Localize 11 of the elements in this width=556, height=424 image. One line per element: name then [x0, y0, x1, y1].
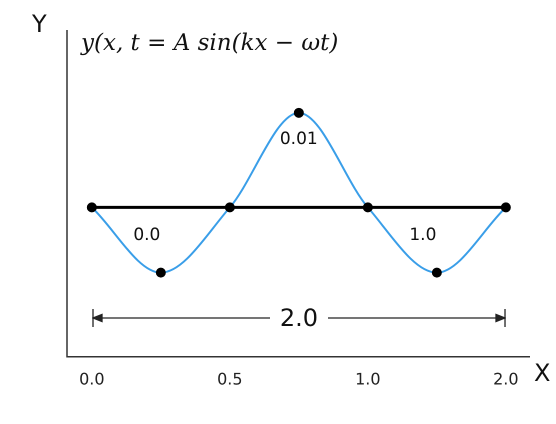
- text: 2.0: [270, 304, 328, 332]
- x-axis-title: X: [534, 358, 550, 387]
- x-tick-label: 0.0: [79, 370, 105, 389]
- x-tick-label: 1.0: [355, 370, 381, 389]
- x-tick-label: 0.5: [217, 370, 243, 389]
- annotation: 0.0: [133, 225, 160, 246]
- annotation: 0.01: [280, 128, 318, 149]
- x-tick-label: 2.0: [493, 370, 519, 389]
- annotation: 1.0: [409, 225, 436, 246]
- chart-title: y(x, t = A sin(kx − ωt): [81, 30, 338, 56]
- y-axis-title: Y: [32, 10, 47, 38]
